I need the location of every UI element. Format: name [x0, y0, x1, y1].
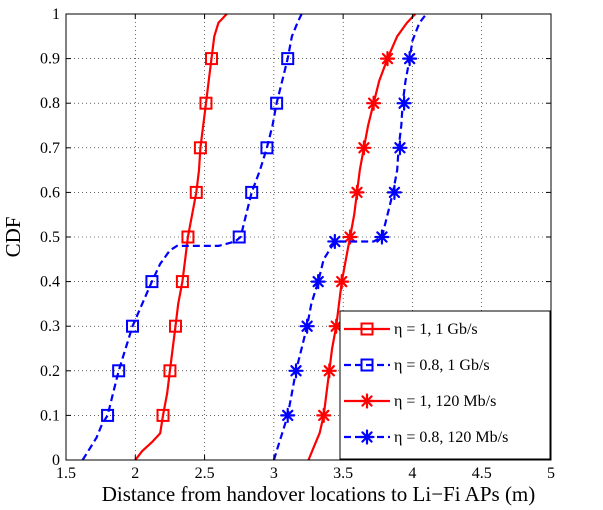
- legend-item: η = 0.8, 1 Gb/s: [344, 357, 490, 374]
- data-point-marker: [374, 229, 390, 245]
- series-1: [134, 13, 228, 461]
- data-point-marker: [379, 50, 396, 67]
- x-tick-label: 4: [408, 465, 416, 482]
- legend-item: η = 1, 120 Mb/s: [344, 393, 496, 410]
- legend-marker: [359, 429, 375, 445]
- data-point-marker: [402, 50, 418, 67]
- y-tick-label: 0.4: [40, 274, 60, 291]
- data-point-marker: [386, 184, 403, 200]
- legend-marker: [360, 358, 374, 372]
- x-tick-label: 5: [547, 465, 555, 482]
- data-point-marker: [181, 230, 195, 244]
- x-tick-label: 3: [270, 465, 278, 482]
- legend-marker: [360, 322, 374, 336]
- data-point-marker: [193, 141, 207, 155]
- data-point-marker: [101, 408, 115, 422]
- legend-item: η = 0.8, 120 Mb/s: [344, 429, 508, 446]
- y-tick-label: 0.2: [40, 363, 60, 380]
- legend-box: [339, 310, 551, 460]
- data-point-marker: [396, 95, 412, 111]
- y-tick-label: 0.6: [40, 184, 60, 201]
- x-tick-label: 4.5: [472, 465, 492, 482]
- axis-ticks: 1.5 2 2.5 3 3.5 4 4.5 5 0 0.1 0.2 0.3 0.4 0.5 0.6 0.7 0.…: [40, 6, 555, 482]
- data-point-marker: [163, 364, 177, 378]
- series-2: [81, 13, 303, 461]
- series-line: [134, 13, 228, 461]
- data-point-marker: [281, 52, 295, 66]
- y-tick-label: 1: [52, 6, 60, 23]
- x-tick-label: 2: [131, 465, 139, 482]
- data-point-marker: [199, 96, 213, 110]
- series-layer: [81, 13, 428, 461]
- data-point-marker: [328, 318, 344, 334]
- x-tick-label: 2.5: [195, 465, 215, 482]
- legend: η = 1, 1 Gb/s η = 0.8, 1 Gb/s η = 1, 120 M…: [339, 310, 551, 460]
- legend-marker: [359, 393, 375, 409]
- data-point-marker: [112, 364, 126, 378]
- x-tick-label: 3.5: [333, 465, 353, 482]
- data-point-marker: [260, 141, 274, 155]
- data-point-marker: [175, 275, 189, 289]
- series-line: [81, 13, 303, 461]
- data-point-marker: [126, 319, 140, 333]
- legend-label: η = 0.8, 1 Gb/s: [394, 357, 490, 374]
- series-4: [272, 13, 428, 461]
- legend-item: η = 1, 1 Gb/s: [344, 321, 478, 338]
- series-line: [272, 13, 428, 461]
- x-axis-label: Distance from handover locations to Li−F…: [102, 482, 536, 506]
- legend-label: η = 1, 120 Mb/s: [394, 393, 496, 410]
- legend-label: η = 1, 1 Gb/s: [394, 321, 478, 338]
- data-point-marker: [321, 363, 337, 379]
- data-point-marker: [327, 233, 343, 250]
- data-point-marker: [232, 230, 246, 244]
- data-point-marker: [366, 95, 382, 111]
- data-point-marker: [349, 184, 365, 200]
- data-point-marker: [189, 185, 203, 199]
- x-tick-label: 1.5: [56, 465, 76, 482]
- y-tick-label: 0.8: [40, 95, 60, 112]
- y-tick-label: 0: [52, 452, 60, 469]
- y-axis-label: CDF: [1, 217, 25, 258]
- data-point-marker: [356, 140, 372, 156]
- data-point-marker: [310, 274, 326, 290]
- data-point-marker: [245, 185, 259, 199]
- series-3: [307, 13, 417, 461]
- data-point-marker: [288, 363, 304, 379]
- y-tick-label: 0.3: [40, 318, 60, 335]
- data-point-marker: [334, 274, 350, 290]
- y-tick-label: 0.1: [40, 407, 60, 424]
- data-point-marker: [168, 319, 182, 333]
- data-point-marker: [205, 52, 218, 66]
- data-point-marker: [156, 408, 170, 422]
- y-tick-label: 0.7: [40, 140, 60, 157]
- data-point-marker: [342, 229, 358, 245]
- y-tick-label: 0.5: [40, 229, 60, 246]
- legend-label: η = 0.8, 120 Mb/s: [394, 429, 508, 446]
- data-point-marker: [299, 318, 315, 334]
- data-point-marker: [270, 96, 284, 110]
- y-tick-label: 0.9: [40, 51, 60, 68]
- data-point-marker: [392, 140, 408, 156]
- data-point-marker: [280, 407, 296, 423]
- data-point-marker: [316, 407, 332, 423]
- data-point-marker: [145, 275, 159, 289]
